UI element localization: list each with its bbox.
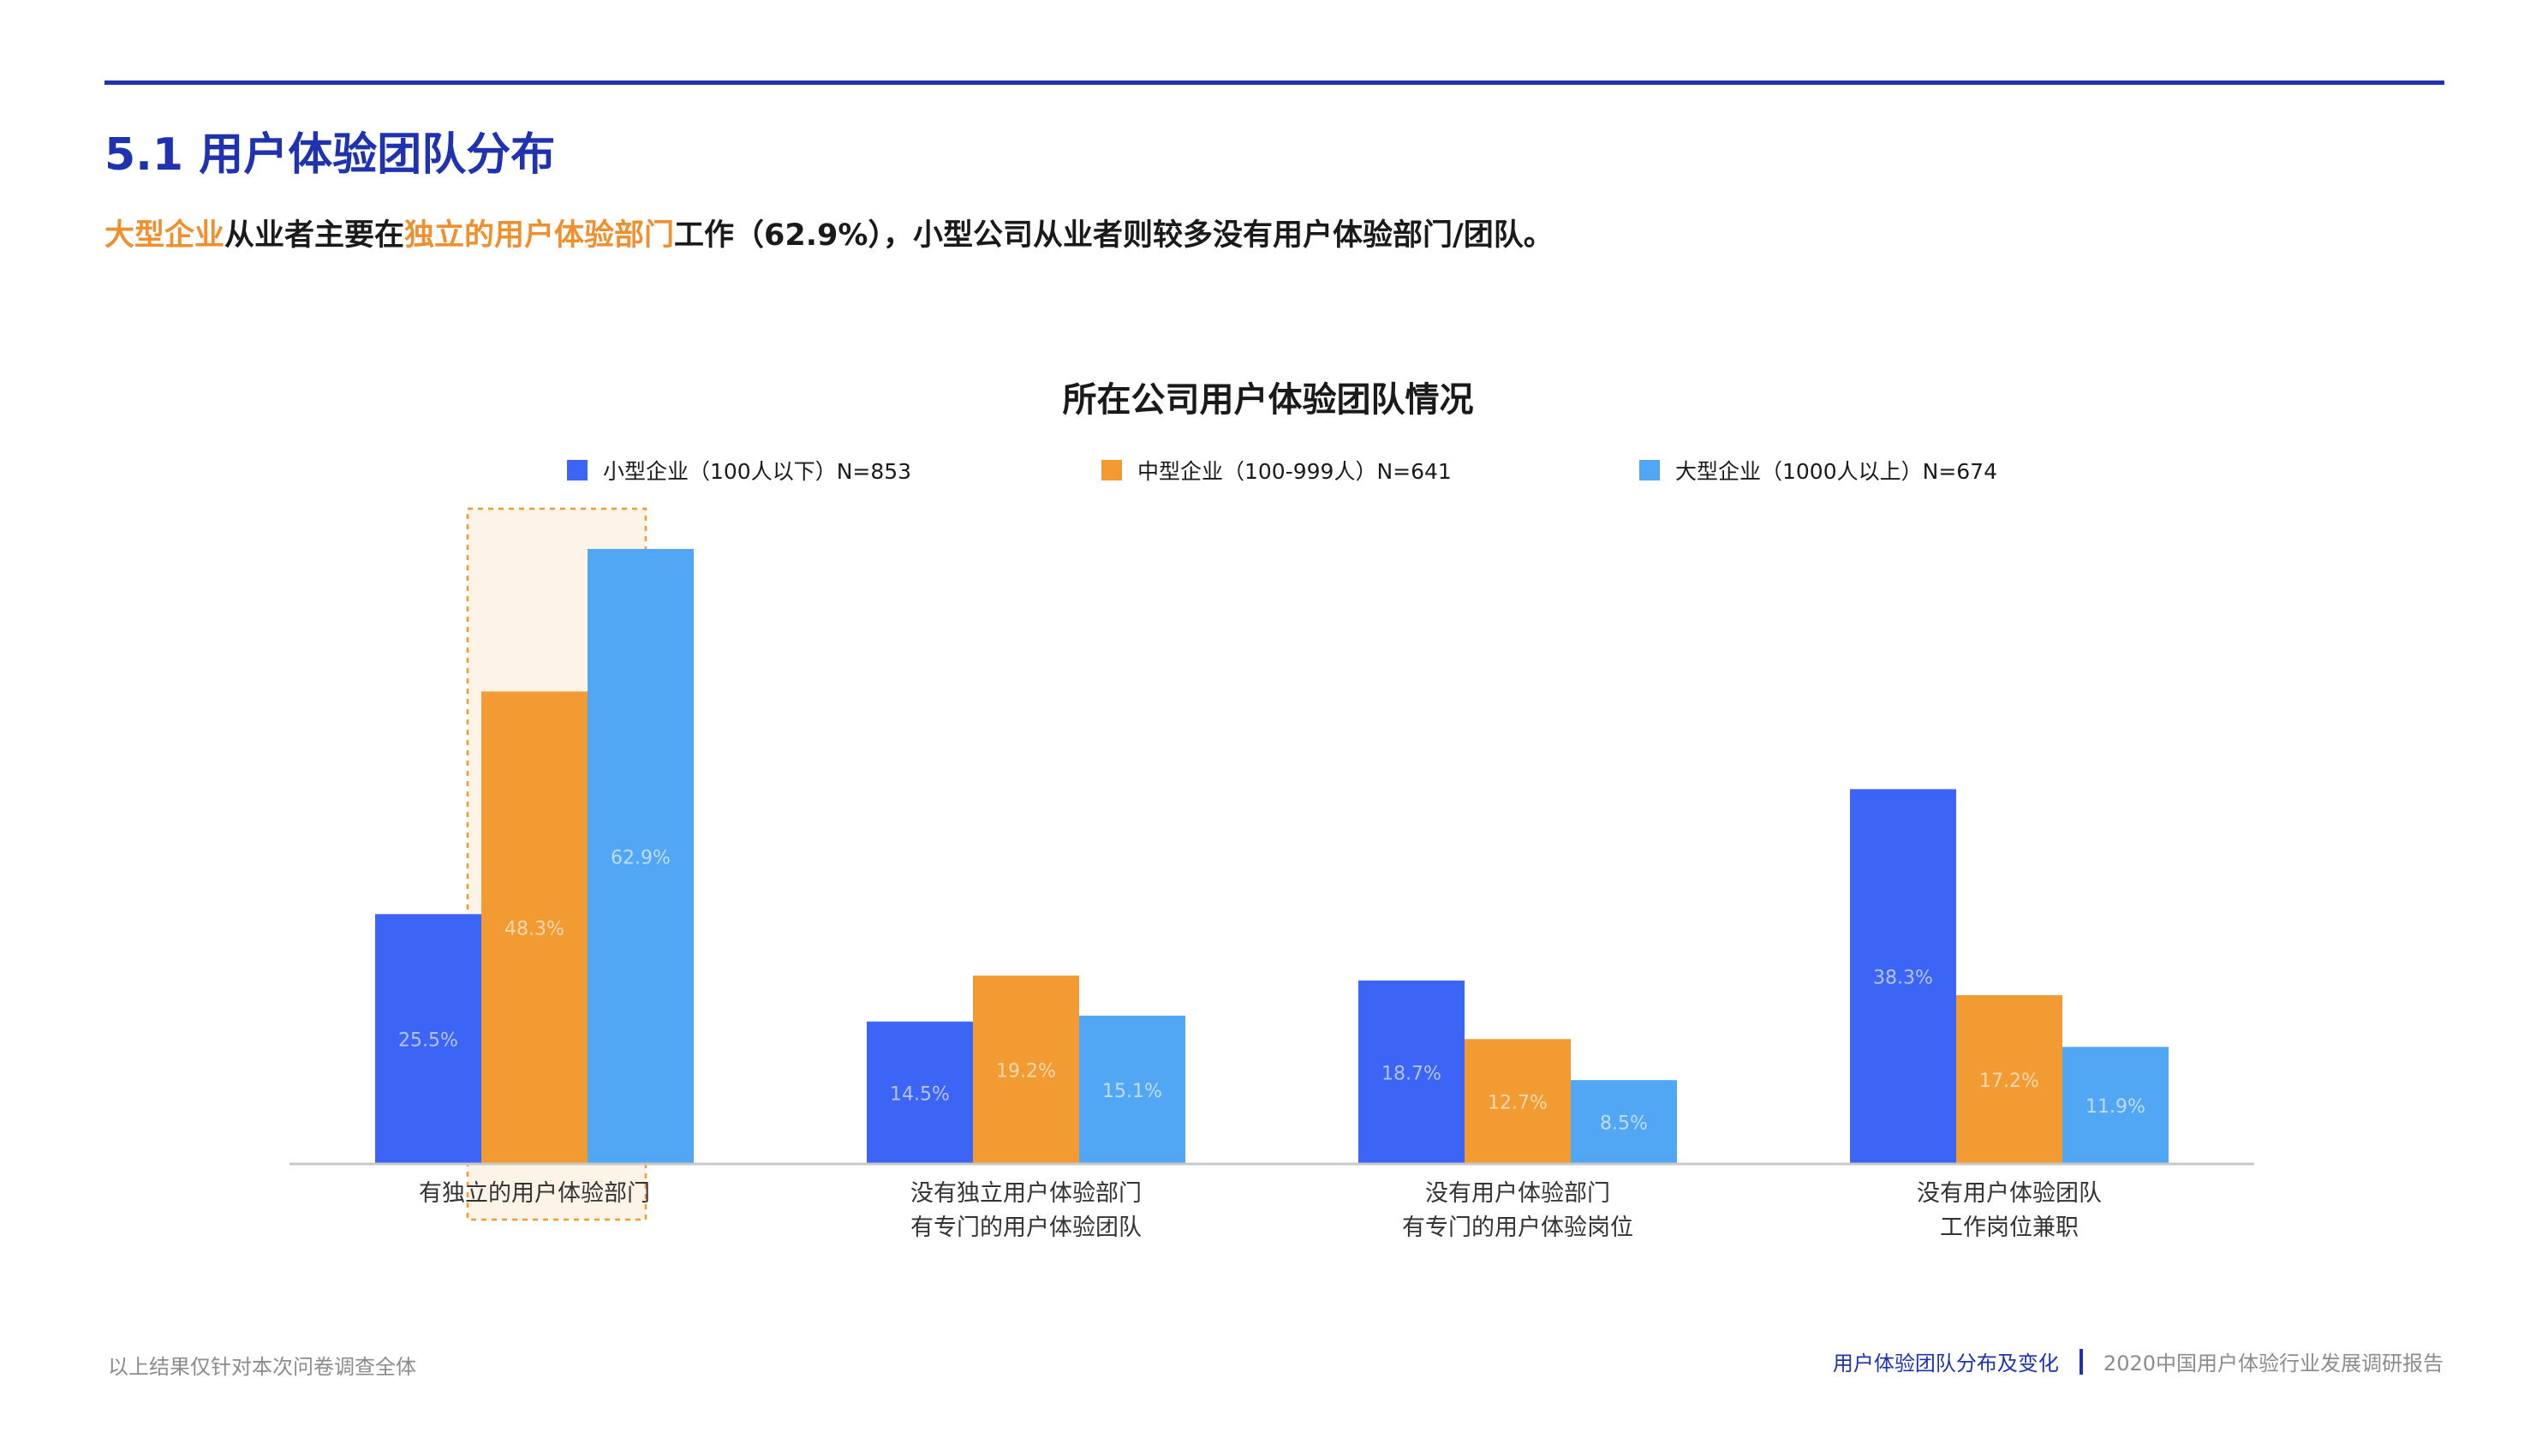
data-label-0-1: 48.3% — [504, 919, 564, 940]
bar-1-0 — [867, 1021, 973, 1163]
category-label-0-0: 有独立的用户体验部门 — [419, 1180, 650, 1207]
bar-0-1 — [481, 691, 588, 1163]
top-rule — [104, 81, 2444, 85]
category-label-2-1: 有专门的用户体验岗位 — [1402, 1214, 1633, 1241]
bar-0-2 — [588, 548, 694, 1163]
data-label-1-0: 14.5% — [890, 1083, 950, 1105]
footer-divider — [2079, 1348, 2083, 1375]
legend-item-medium: 中型企业（100-999人）N=641 — [1101, 457, 1452, 484]
footer-section-title: 用户体验团队分布及变化 — [1832, 1352, 2059, 1375]
data-label-3-1: 17.2% — [1979, 1071, 2039, 1092]
data-label-0-0: 25.5% — [398, 1030, 458, 1052]
data-label-2-0: 18.7% — [1381, 1063, 1441, 1084]
page-title: 5.1 用户体验团队分布 — [104, 129, 556, 181]
bar-2-0 — [1358, 980, 1465, 1163]
bar-3-0 — [1850, 789, 1956, 1163]
chart-title: 所在公司用户体验团队情况 — [1062, 380, 1474, 420]
category-label-3-1: 工作岗位兼职 — [1940, 1214, 2079, 1241]
bar-1-1 — [973, 976, 1079, 1163]
category-label-2-0: 没有用户体验部门 — [1425, 1180, 1610, 1207]
bar-3-1 — [1956, 994, 2062, 1163]
bar-2-2 — [1571, 1080, 1677, 1163]
legend-swatch-small — [567, 460, 588, 480]
legend-item-large: 大型企业（1000人以上）N=674 — [1639, 457, 1997, 484]
subtitle-text-1: 从业者主要在 — [224, 218, 405, 253]
data-label-3-0: 38.3% — [1873, 968, 1933, 989]
data-label-1-1: 19.2% — [996, 1061, 1056, 1083]
category-label-1-1: 有专门的用户体验团队 — [910, 1214, 1142, 1241]
data-label-0-2: 62.9% — [611, 847, 671, 868]
legend-label-small: 小型企业（100人以下）N=853 — [603, 459, 912, 484]
footer-report-title: 2020中国用户体验行业发展调研报告 — [2103, 1352, 2444, 1375]
legend-item-small: 小型企业（100人以下）N=853 — [567, 457, 912, 484]
data-label-2-1: 12.7% — [1488, 1093, 1548, 1114]
legend-swatch-medium — [1101, 460, 1122, 480]
category-label-1-0: 没有独立用户体验部门 — [910, 1180, 1142, 1207]
bar-3-2 — [2062, 1047, 2169, 1163]
footer-right: 用户体验团队分布及变化 2020中国用户体验行业发展调研报告 — [1833, 1346, 2444, 1376]
data-label-2-2: 8.5% — [1600, 1113, 1648, 1135]
data-label-1-2: 15.1% — [1102, 1081, 1162, 1102]
page-subtitle: 大型企业从业者主要在独立的用户体验部门工作（62.9%），小型公司从业者则较多没… — [104, 211, 1554, 254]
subtitle-text-2: 工作（62.9%），小型公司从业者则较多没有用户体验部门/团队。 — [674, 218, 1554, 253]
footer-note: 以上结果仅针对本次问卷调查全体 — [108, 1355, 416, 1379]
subtitle-highlight-2: 独立的用户体验部门 — [404, 218, 675, 253]
legend-label-large: 大型企业（1000人以上）N=674 — [1675, 459, 1997, 484]
bar-0-0 — [375, 914, 481, 1163]
bar-1-2 — [1079, 1015, 1185, 1163]
category-label-3-0: 没有用户体验团队 — [1917, 1180, 2102, 1207]
legend-swatch-large — [1639, 460, 1660, 480]
data-label-3-2: 11.9% — [2085, 1096, 2145, 1118]
subtitle-highlight-1: 大型企业 — [104, 218, 225, 253]
legend-label-medium: 中型企业（100-999人）N=641 — [1137, 459, 1452, 484]
bar-2-1 — [1465, 1039, 1571, 1163]
